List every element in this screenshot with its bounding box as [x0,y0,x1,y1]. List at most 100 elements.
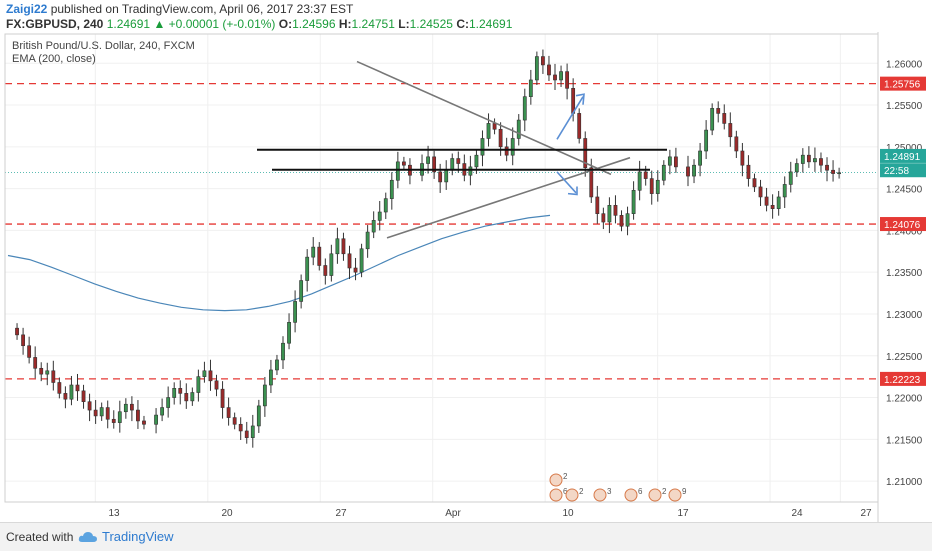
tradingview-brand[interactable]: TradingView [102,529,174,544]
candle-body [547,64,551,76]
candle-body [21,334,25,347]
candle-body [371,220,376,233]
candle-body [637,171,642,191]
candle-body [740,150,745,166]
last-price: 1.24691 [106,17,151,31]
candle-body [178,388,183,394]
publish-line: Zaigi22 published on TradingView.com, Ap… [6,2,353,16]
candle-body [825,164,829,171]
candle-body [583,138,588,169]
candle-body [468,166,473,176]
candle-body [287,322,291,344]
economic-event-icon [565,488,579,502]
event-count-label: 2 [579,487,584,496]
ascending-trendline [386,156,631,239]
candle-body [655,179,660,194]
low-value: 1.24525 [409,17,453,31]
event-count-label: 2 [563,472,568,481]
candle-body [492,123,497,130]
candle-body [565,71,570,89]
candle-body [377,211,382,221]
candle-body [329,253,334,276]
candle-body [752,178,757,188]
candle-body [595,196,600,214]
economic-event-icon [668,488,682,502]
candle-body [686,166,690,177]
candle-body [758,186,763,198]
indicator-label: EMA (200, close) [12,53,96,65]
x-tick-label: 13 [108,508,120,519]
price-tag-label: 22:58 [884,166,909,177]
price-chart[interactable]: 2 6 2 3 6 2 9 1.26000 1.25500 1.25000 1.24500 1.24… [0,32,932,522]
chart-title: British Pound/U.S. Dollar, 240, FXCM [12,40,195,52]
candle-body [365,231,370,250]
candle-body [81,390,86,403]
candle-body [111,418,116,423]
candle-body [190,392,195,402]
candle-body [63,393,68,400]
candle-body [208,370,213,382]
economic-event-icon [549,473,563,487]
x-tick-label: 17 [677,508,689,519]
chart-area[interactable]: 2 6 2 3 6 2 9 1.26000 1.25500 1.25000 1.24500 1.24… [0,32,932,522]
candle-body [75,384,80,392]
price-tag-bg [880,371,926,386]
y-tick-label: 1.23000 [886,310,923,321]
candle-body [722,113,727,124]
candle-body [202,370,207,377]
candle-body [262,384,267,407]
close-value: 1.24691 [468,17,513,31]
candle-body [800,154,805,164]
candle-body [504,146,509,156]
y-tick-label: 1.25000 [886,143,923,154]
low-label: L: [398,17,410,31]
candle-body [220,388,225,408]
candle-body [323,265,328,276]
candle-body [426,156,430,164]
close-label: C: [456,17,469,31]
candle-body [498,128,503,148]
author-link[interactable]: Zaigi22 [6,2,48,16]
candle-body [293,301,297,323]
x-tick-label: 24 [791,508,803,519]
candle-body [746,164,751,179]
candle-body [613,205,618,216]
candle-body [69,384,74,400]
candle-body [136,409,140,422]
candle-body [692,164,696,177]
candle-body [57,382,62,394]
candle-body [383,198,388,213]
candle-body [281,342,285,361]
candle-body [788,171,793,185]
candle-body [335,238,340,255]
economic-event-icon [624,488,638,502]
candle-body [432,156,437,173]
candle-body [486,123,491,139]
x-tick-label: 27 [335,508,347,519]
candle-body [105,407,110,420]
candle-body [142,420,146,425]
candle-body [806,154,811,163]
candle-body [389,179,394,199]
y-tick-label: 1.23500 [886,268,923,279]
candle-body [553,74,557,81]
y-tick-label: 1.22500 [886,352,923,363]
candle-body [728,123,733,138]
event-count-label: 6 [638,487,643,496]
candle-body [123,403,128,413]
candle-body [93,409,98,417]
candle-body [819,158,823,166]
candle-body [359,248,364,273]
bullish-arrow [556,96,584,140]
candle-body [631,189,636,214]
candle-body [250,425,255,438]
candle-body [226,407,231,418]
candle-body [649,178,654,194]
chart-header: Zaigi22 published on TradingView.com, Ap… [0,0,932,32]
open-value: 1.24596 [292,17,336,31]
candle-body [51,370,56,383]
candle-body [196,376,201,393]
candle-body [117,411,122,423]
candle-body [474,154,479,168]
economic-event-icon [593,488,607,502]
